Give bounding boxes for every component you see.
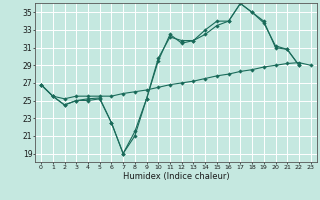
X-axis label: Humidex (Indice chaleur): Humidex (Indice chaleur)	[123, 172, 229, 181]
